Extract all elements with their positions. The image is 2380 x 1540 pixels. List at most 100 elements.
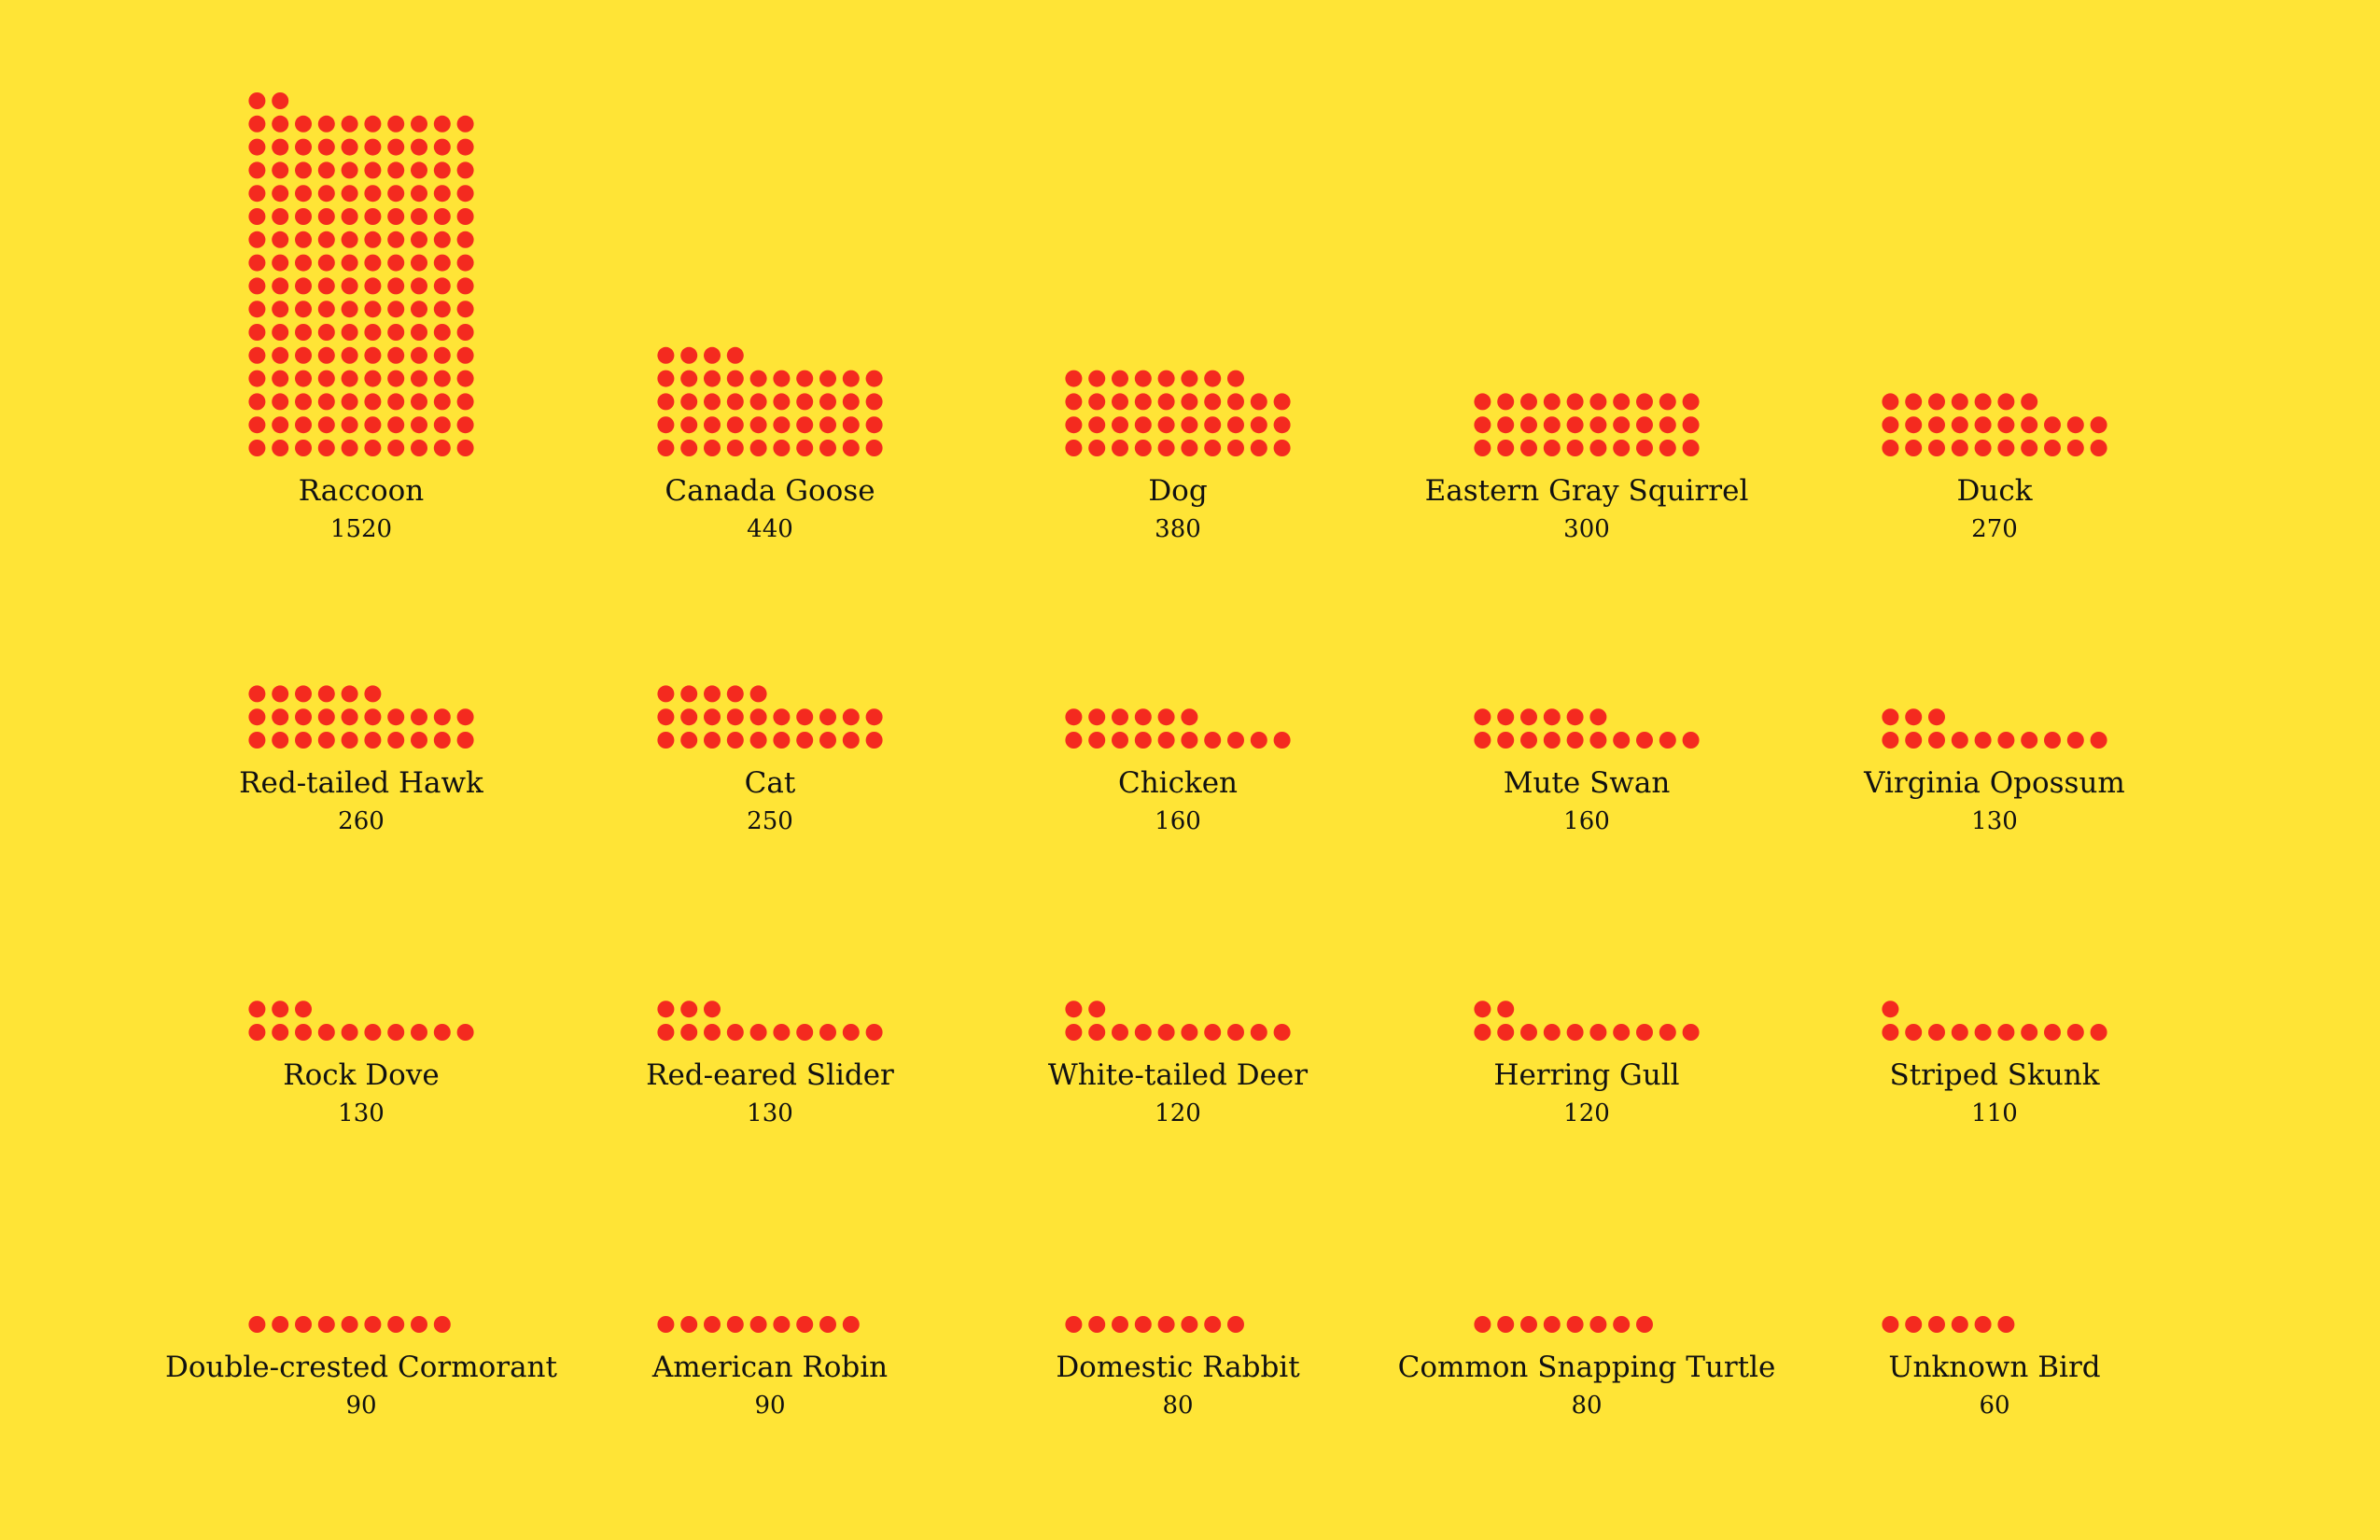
category-label: Chicken	[1118, 766, 1238, 800]
waffle-dot	[1928, 416, 1945, 434]
waffle-dot	[1682, 1024, 1700, 1041]
waffle-dot	[295, 1001, 312, 1018]
waffle-dot	[1951, 732, 1968, 749]
waffle-dot	[1250, 1024, 1267, 1041]
waffle-dot	[842, 370, 860, 387]
waffle-dot	[1134, 440, 1152, 456]
value-label: 1520	[330, 515, 392, 543]
waffle-group-common-snapping-turtle: Common Snapping Turtle 80	[1398, 1316, 1775, 1420]
waffle-dot	[657, 370, 675, 387]
waffle-dot	[842, 1024, 860, 1041]
waffle-dot	[680, 685, 698, 703]
waffle-dot	[1566, 416, 1584, 434]
waffle-dot	[842, 393, 860, 411]
waffle-dot	[680, 440, 698, 456]
waffle-dot	[272, 1001, 289, 1018]
waffle-dot	[1088, 732, 1106, 749]
waffle-dot	[295, 346, 312, 364]
waffle-dot	[704, 440, 721, 456]
waffle-dot	[364, 416, 382, 434]
waffle-dot	[456, 732, 474, 749]
waffle-dot	[1882, 732, 1899, 749]
waffle-dot	[1566, 1316, 1584, 1333]
waffle-dot	[796, 1024, 814, 1041]
value-label: 300	[1563, 515, 1610, 543]
waffle-dot	[1997, 393, 2015, 411]
waffle-dot	[364, 708, 382, 726]
waffle-dot	[411, 370, 427, 387]
waffle-dot	[657, 1024, 675, 1041]
waffle-dot	[1520, 1024, 1537, 1041]
waffle-dot	[456, 138, 474, 156]
waffle-dot	[364, 393, 382, 411]
waffle-dot	[1589, 440, 1607, 456]
waffle-dot	[411, 161, 427, 179]
waffle-dot	[456, 185, 474, 203]
waffle-dot	[657, 346, 675, 364]
waffle-dot	[1181, 416, 1198, 434]
value-label: 130	[747, 1099, 793, 1127]
waffle-dot	[1905, 1316, 1923, 1333]
waffle-dot	[842, 1316, 860, 1333]
waffle-dot	[317, 416, 335, 434]
waffle-dot	[317, 231, 335, 248]
waffle-dot	[842, 416, 860, 434]
waffle-dot	[295, 324, 312, 341]
waffle-dot	[1566, 708, 1584, 726]
waffle-dot	[341, 370, 358, 387]
waffle-group-eastern-gray-squirrel: Eastern Gray Squirrel 300	[1425, 393, 1748, 543]
waffle-dot	[1974, 732, 1992, 749]
waffle-dot	[1157, 416, 1175, 434]
waffle-dot	[411, 1316, 427, 1333]
waffle-dot	[317, 254, 335, 272]
waffle-dot	[317, 277, 335, 295]
waffle-dot	[295, 440, 312, 456]
waffle-dot	[1134, 416, 1152, 434]
waffle-dot	[433, 301, 451, 318]
waffle-dot	[1636, 440, 1653, 456]
waffle-dot	[1520, 1316, 1537, 1333]
waffle-dot	[796, 416, 814, 434]
waffle-dot	[1273, 416, 1291, 434]
category-label: Unknown Bird	[1888, 1351, 2100, 1384]
waffle-dot	[411, 732, 427, 749]
waffle-dot	[1088, 1316, 1106, 1333]
waffle-dot	[411, 115, 427, 133]
waffle-dot	[680, 416, 698, 434]
waffle-dot	[819, 1024, 836, 1041]
waffle-dot	[411, 208, 427, 225]
waffle-dot	[341, 277, 358, 295]
waffle-dot	[1088, 416, 1106, 434]
waffle-group-unknown-bird: Unknown Bird 60	[1882, 1316, 2101, 1420]
waffle-dot	[726, 370, 744, 387]
waffle-dot	[341, 393, 358, 411]
waffle-dot	[1065, 1001, 1083, 1018]
waffle-dot	[317, 708, 335, 726]
waffle-dot	[1088, 1001, 1106, 1018]
waffle-group-rock-dove: Rock Dove 130	[248, 1001, 474, 1127]
waffle-dot	[1951, 1316, 1968, 1333]
waffle-dot	[387, 301, 405, 318]
waffle-dot	[865, 416, 883, 434]
waffle-dot	[433, 161, 451, 179]
value-label: 440	[747, 515, 793, 543]
waffle-dot	[1181, 1316, 1198, 1333]
waffle-dot	[865, 370, 883, 387]
waffle-dot	[248, 685, 266, 703]
waffle-dot	[364, 301, 382, 318]
waffle-dot	[1613, 1024, 1631, 1041]
waffle-dot	[1065, 732, 1083, 749]
waffle-dot	[433, 208, 451, 225]
waffle-dot	[272, 685, 289, 703]
waffle-dot	[433, 254, 451, 272]
waffle-dot	[341, 732, 358, 749]
waffle-dot	[657, 1316, 675, 1333]
waffle-dot	[1474, 1001, 1491, 1018]
waffle-dot	[1566, 1024, 1584, 1041]
waffle-dot	[1997, 1024, 2015, 1041]
waffle-dot	[317, 732, 335, 749]
waffle-dot	[1520, 440, 1537, 456]
waffle-dot	[387, 732, 405, 749]
waffle-dot	[726, 708, 744, 726]
